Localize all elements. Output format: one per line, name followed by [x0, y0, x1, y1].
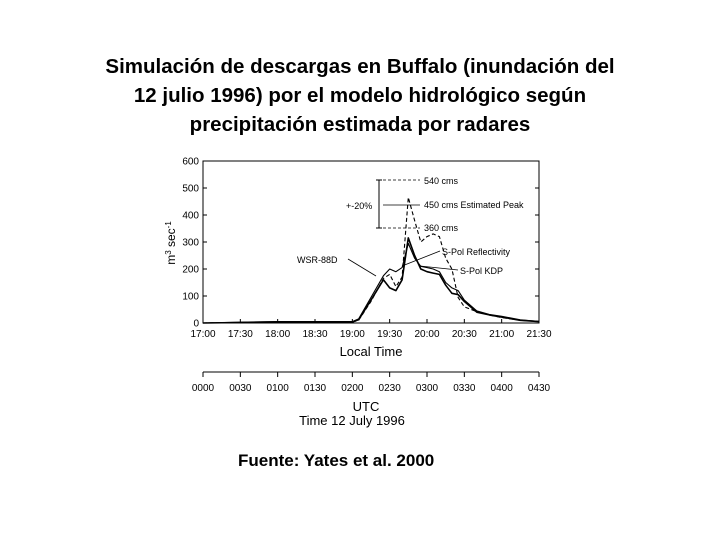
y-tick-label: 100: [182, 292, 199, 303]
slide-title: Simulación de descargas en Buffalo (inun…: [20, 52, 700, 139]
x-tick-label: 21:30: [526, 329, 551, 340]
x-tick-label: 19:30: [377, 329, 402, 340]
utc-tick-label: 0230: [379, 383, 402, 394]
annotation-peak-estimated: 450 cms Estimated Peak: [424, 200, 524, 210]
spol-refl-leader: [401, 250, 441, 267]
x-tick-label: 20:00: [414, 329, 439, 340]
annotation-spol-kdp: S-Pol KDP: [460, 266, 503, 276]
annotation-range: +-20%: [346, 201, 372, 211]
utc-tick-label: 0200: [341, 383, 364, 394]
wsr-leader: [347, 258, 377, 277]
y-axis-label-sup1: 3: [164, 250, 173, 255]
source-caption: Fuente: Yates et al. 2000: [238, 451, 435, 470]
y-tick-label: 400: [182, 211, 199, 222]
annotation-peak-high: 540 cms: [424, 176, 459, 186]
spol-kdp-leader: [419, 265, 459, 271]
series-line-wsr-88d: [202, 196, 540, 324]
utc-sublabel: Time 12 July 1996: [299, 413, 405, 428]
title-line-1: Simulación de descargas en Buffalo (inun…: [105, 55, 615, 78]
title-line-2: 12 julio 1996) por el modelo hidrológico…: [133, 84, 587, 107]
annotation-wsr: WSR-88D: [297, 255, 338, 265]
utc-axis: 0000 0030 0100 0130 0200 0230 0300 0330 0400 0430: [192, 371, 551, 394]
utc-tick-label: 0300: [416, 383, 439, 394]
utc-label: UTC: [353, 399, 380, 414]
y-axis-label-mid: sec: [164, 228, 178, 250]
utc-tick-label: 0100: [267, 383, 290, 394]
title-line-3: precipitación estimada por radares: [189, 113, 531, 136]
utc-tick-label: 0430: [528, 383, 551, 394]
x-tick-label: 18:30: [302, 329, 327, 340]
series-group: [202, 196, 540, 324]
x-tick-label: 18:00: [265, 329, 290, 340]
x-tick-label: 21:00: [489, 329, 514, 340]
annotation-peak-low: 360 cms: [424, 223, 459, 233]
series-line-s-pol-kdp: [202, 242, 540, 324]
y-ticks: 0 100 200 300 400 500 600: [182, 157, 539, 330]
utc-tick-label: 0330: [453, 383, 476, 394]
peak-range-bracket: [376, 179, 420, 229]
y-axis-label: m3 sec-1: [164, 221, 178, 265]
x-tick-label: 20:30: [452, 329, 477, 340]
annotation-spol-refl: S-Pol Reflectivity: [442, 247, 511, 257]
utc-tick-label: 0400: [491, 383, 514, 394]
y-tick-label: 500: [182, 184, 199, 195]
utc-tick-label: 0000: [192, 383, 215, 394]
utc-tick-label: 0130: [304, 383, 327, 394]
y-tick-label: 600: [182, 157, 199, 168]
x-tick-label: 17:30: [228, 329, 253, 340]
y-tick-label: 0: [193, 319, 199, 330]
x-tick-label: 19:00: [340, 329, 365, 340]
y-tick-label: 200: [182, 265, 199, 276]
y-axis-label-sup2: -1: [164, 221, 173, 229]
utc-ticks: 0000 0030 0100 0130 0200 0230 0300 0330 0400 0430: [192, 372, 551, 394]
y-tick-label: 300: [182, 238, 199, 249]
utc-tick-label: 0030: [229, 383, 252, 394]
x-axis-label: Local Time: [340, 344, 403, 359]
x-tick-label: 17:00: [190, 329, 215, 340]
